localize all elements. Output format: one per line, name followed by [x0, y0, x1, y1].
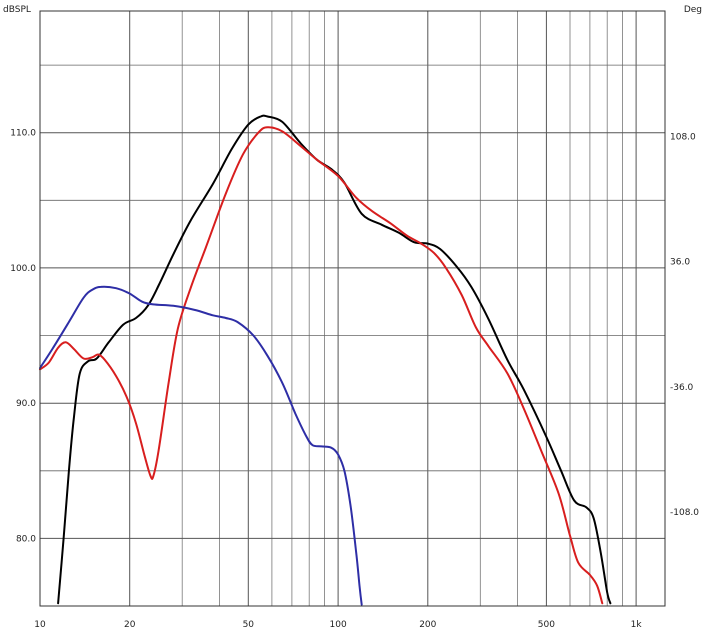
- y-tick-label: 100.0: [10, 264, 36, 274]
- x-tick-label: 100: [330, 620, 347, 630]
- y-tick-label: 80.0: [16, 534, 36, 544]
- x-tick-label: 20: [124, 620, 136, 630]
- y2-tick-label: 108.0: [670, 132, 696, 142]
- y-tick-label: 110.0: [10, 129, 36, 139]
- x-tick-label: 200: [419, 620, 436, 630]
- x-tick-label: 500: [538, 620, 555, 630]
- series-layer: [39, 114, 612, 606]
- y2-tick-label: -108.0: [670, 508, 699, 518]
- series-line-2: [39, 285, 363, 606]
- plot-frame: [39, 10, 666, 607]
- y-tick-label: 90.0: [16, 399, 36, 409]
- x-tick-label: 1k: [631, 620, 643, 630]
- y2-tick-label: -36.0: [670, 383, 694, 393]
- y2-tick-label: 36.0: [670, 258, 690, 268]
- grid-lines: [39, 11, 665, 606]
- x-tick-label: 10: [34, 620, 46, 630]
- axis-labels: dBSPL Deg 10 20 50 100 200 500 1k 110.0 100.0 90.…: [3, 5, 702, 630]
- y-axis-right-title: Deg: [684, 5, 702, 15]
- series-line-1: [39, 126, 604, 605]
- y-axis-left-title: dBSPL: [3, 5, 31, 15]
- x-tick-label: 50: [243, 620, 255, 630]
